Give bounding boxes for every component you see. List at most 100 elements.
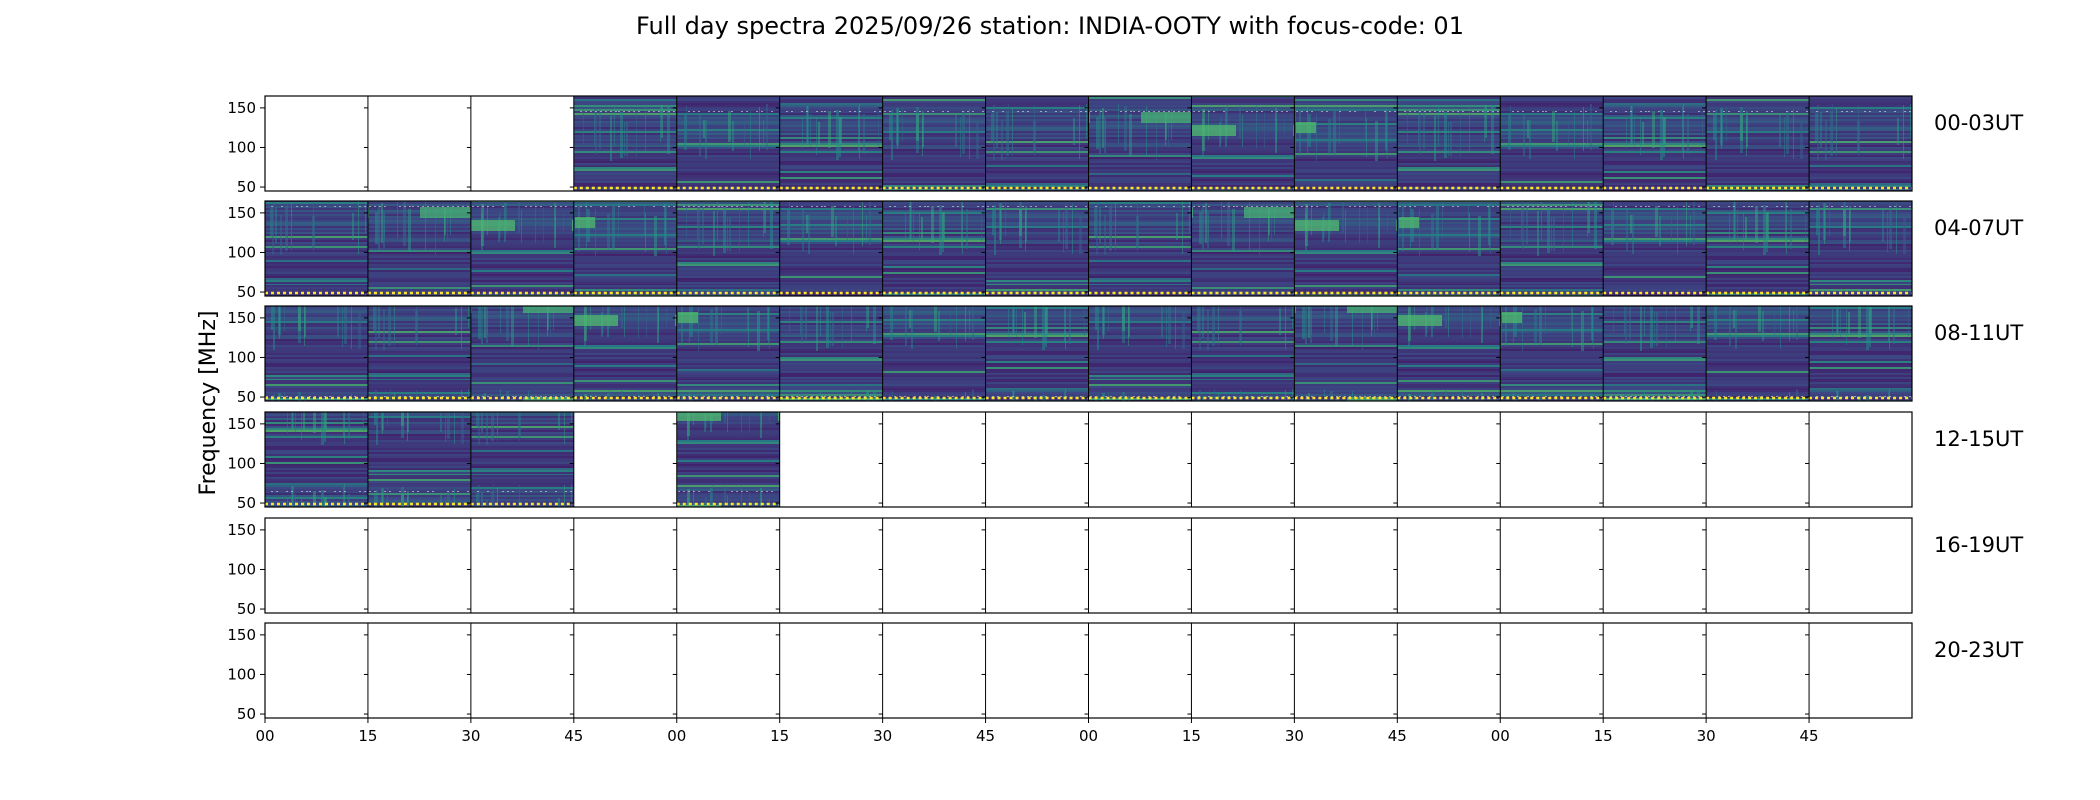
spectra-row: 50 100 150 12-15UT (227, 411, 2023, 512)
x-tick-label: 30 (461, 727, 480, 745)
y-tick-label: 150 (227, 309, 256, 327)
x-tick-label: 45 (1388, 727, 1407, 745)
y-tick-label: 150 (227, 521, 256, 539)
spectra-row: 50 100 150 04-07UT (227, 200, 2023, 301)
x-tick-label: 45 (976, 727, 995, 745)
spectrum-panel (1397, 201, 1501, 296)
spectrum-panel (1500, 96, 1604, 191)
x-tick-label: 45 (564, 727, 583, 745)
y-tick-label: 100 (227, 243, 256, 261)
spectrum-panel (882, 201, 986, 296)
spectra-rows: 50 100 150 00-03UT 50 100 150 04-07UT 50 100 150 08… (227, 95, 2023, 723)
spectrum-panel (1706, 201, 1810, 296)
spectrum-panel (1500, 306, 1604, 401)
x-tick-label: 00 (1079, 727, 1098, 745)
x-tick-label: 00 (667, 727, 686, 745)
spectrum-panel (1294, 306, 1398, 401)
spectrum-panel (1603, 306, 1707, 401)
x-axis: 00 15 30 45 00 15 30 45 00 15 30 45 00 15 30 45 (255, 718, 1819, 745)
spectra-row: 50 100 150 16-19UT (227, 517, 2023, 618)
spectrum-panel (367, 306, 471, 401)
y-tick-label: 150 (227, 99, 256, 117)
spectrum-panel (676, 412, 780, 507)
spectrum-panel (367, 412, 471, 507)
y-tick-label: 100 (227, 665, 256, 683)
spectrum-panel (1088, 201, 1192, 296)
y-tick-label: 50 (237, 705, 256, 723)
y-tick-label: 100 (227, 348, 256, 366)
y-tick-label: 50 (237, 388, 256, 406)
y-tick-label: 150 (227, 415, 256, 433)
y-axis-label: Frequency [MHz] (196, 311, 221, 496)
spectrum-panel (1809, 306, 1912, 401)
spectrum-panel (1191, 201, 1295, 296)
spectrum-panel (1191, 96, 1295, 191)
spectra-row: 50 100 150 20-23UT (227, 622, 2023, 723)
spectrum-panel (1397, 306, 1501, 401)
row-label: 20-23UT (1934, 638, 2023, 662)
spectrum-panel (1500, 201, 1604, 296)
y-tick-label: 100 (227, 560, 256, 578)
spectrum-panel (882, 306, 986, 401)
spectrum-panel (573, 201, 677, 296)
chart-title: Full day spectra 2025/09/26 station: IND… (636, 12, 1464, 40)
row-frame (264, 517, 1913, 614)
x-tick-label: 15 (1182, 727, 1201, 745)
spectrum-panel (265, 201, 368, 296)
y-tick-label: 100 (227, 138, 256, 156)
x-tick-label: 15 (770, 727, 789, 745)
row-frame (264, 305, 1913, 402)
x-tick-label: 00 (255, 727, 274, 745)
y-tick-label: 50 (237, 178, 256, 196)
spectrum-panel (779, 306, 883, 401)
x-tick-label: 00 (1491, 727, 1510, 745)
spectrum-panel (985, 306, 1089, 401)
spectrum-panel (985, 201, 1089, 296)
spectra-row: 50 100 150 08-11UT (227, 305, 2023, 406)
spectrum-panel (1191, 306, 1295, 401)
spectrum-panel (1397, 96, 1501, 191)
row-label: 08-11UT (1934, 321, 2023, 345)
spectrum-panel (676, 306, 780, 401)
spectrum-panel (573, 96, 677, 191)
row-frame (264, 95, 1913, 192)
spectrum-panel (1294, 96, 1398, 191)
spectrum-panel (882, 96, 986, 191)
spectrum-panel (985, 96, 1089, 191)
spectrum-panel (676, 96, 780, 191)
spectrum-panel (1809, 201, 1912, 296)
spectrum-panel (676, 201, 780, 296)
spectrum-panel (470, 201, 574, 296)
row-label: 00-03UT (1934, 111, 2023, 135)
spectrum-panel (1088, 306, 1192, 401)
spectrum-panel (470, 306, 574, 401)
spectrum-panel (573, 306, 677, 401)
row-frame (264, 200, 1913, 297)
row-label: 12-15UT (1934, 427, 2023, 451)
spectrum-panel (1603, 96, 1707, 191)
row-frame (264, 411, 1913, 508)
spectrum-panel (779, 96, 883, 191)
spectrum-panel (1809, 96, 1912, 191)
spectrum-panel (265, 412, 368, 507)
spectrum-panel (779, 201, 883, 296)
x-tick-label: 15 (358, 727, 377, 745)
y-tick-label: 50 (237, 283, 256, 301)
x-tick-label: 30 (873, 727, 892, 745)
x-tick-label: 30 (1697, 727, 1716, 745)
y-tick-label: 100 (227, 454, 256, 472)
spectrum-panel (1706, 96, 1810, 191)
spectrum-panel (1294, 201, 1398, 296)
y-tick-label: 150 (227, 204, 256, 222)
y-tick-label: 150 (227, 626, 256, 644)
spectrum-panel (1603, 201, 1707, 296)
spectrum-panel (470, 412, 574, 507)
y-tick-label: 50 (237, 600, 256, 618)
x-tick-label: 15 (1594, 727, 1613, 745)
spectrum-panel (1706, 306, 1810, 401)
spectrum-panel (265, 306, 368, 401)
x-tick-label: 45 (1800, 727, 1819, 745)
row-label: 16-19UT (1934, 533, 2023, 557)
